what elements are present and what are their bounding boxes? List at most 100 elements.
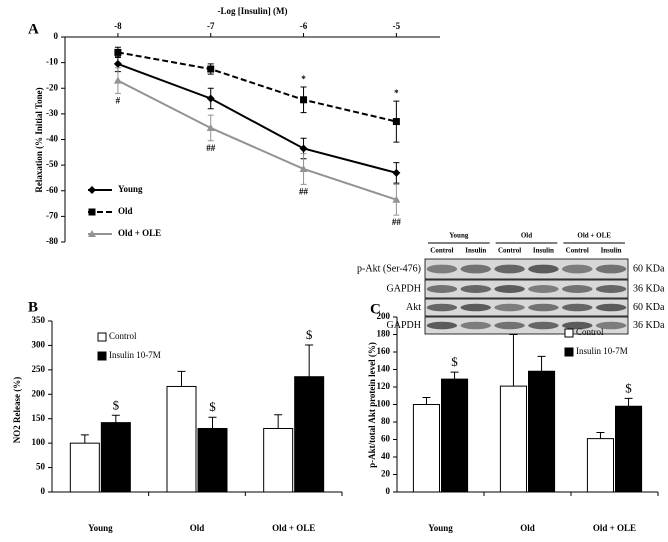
y-tick-label: -30 xyxy=(46,108,58,118)
legend-label: Control xyxy=(109,331,137,341)
row-label: Akt xyxy=(406,302,421,313)
x-tick-label: Old xyxy=(520,523,535,533)
annotation: $ xyxy=(625,380,632,395)
band xyxy=(494,303,525,312)
bar xyxy=(263,427,294,493)
legend-marker xyxy=(88,186,96,194)
panel-label: A xyxy=(28,21,39,37)
lane-label: Control xyxy=(566,247,589,255)
annotation: $ xyxy=(306,327,313,342)
x-tick-label: Old + OLE xyxy=(593,523,636,533)
x-tick-label: Old xyxy=(190,523,205,533)
y-tick-label: -10 xyxy=(46,57,58,67)
legend-marker xyxy=(88,208,96,216)
legend-label: Insulin 10-7M xyxy=(109,350,161,360)
blot-row xyxy=(424,316,629,335)
y-tick-label: -50 xyxy=(46,159,58,169)
error-bar xyxy=(80,434,89,444)
legend-swatch xyxy=(564,328,574,338)
band xyxy=(528,285,559,293)
error-bar xyxy=(624,397,633,407)
error-bar xyxy=(208,416,217,429)
group-label: Young xyxy=(449,232,469,240)
error-bar xyxy=(537,355,546,372)
lane-label: Insulin xyxy=(533,247,554,255)
bar xyxy=(615,405,643,493)
blot-row xyxy=(424,298,629,317)
marker xyxy=(299,164,308,172)
bar xyxy=(528,370,556,493)
series-line xyxy=(117,51,397,123)
blot-row xyxy=(424,279,629,299)
error-bar xyxy=(111,414,120,423)
annotation: # xyxy=(116,95,121,105)
error-bar xyxy=(305,344,314,377)
y-tick-label: 250 xyxy=(32,364,46,374)
legend-label: Old xyxy=(118,206,133,216)
band xyxy=(595,264,627,274)
marker xyxy=(392,168,401,177)
legend-label: Insulin 10-7M xyxy=(576,346,628,356)
y-axis-title: NO2 Release (%) xyxy=(12,377,22,443)
error-bar xyxy=(596,432,605,439)
group-label: Old xyxy=(521,232,532,240)
legend-swatch xyxy=(564,347,574,357)
y-tick-label: 20 xyxy=(381,469,391,479)
row-label: p-Akt (Ser-476) xyxy=(357,263,421,274)
bar xyxy=(412,404,440,493)
y-tick-label: 80 xyxy=(381,416,391,426)
band xyxy=(528,264,559,274)
band xyxy=(460,303,491,312)
y-tick-label: 40 xyxy=(381,451,391,461)
band xyxy=(460,321,491,330)
y-tick-label: 300 xyxy=(32,339,46,349)
band xyxy=(562,321,593,330)
series-line xyxy=(117,79,397,201)
y-tick-label: 200 xyxy=(377,311,391,321)
annotation: $ xyxy=(113,397,120,412)
group-label: Old + OLE xyxy=(577,232,611,240)
series-line xyxy=(117,62,397,174)
row-label: GAPDH xyxy=(387,320,421,331)
annotation: ## xyxy=(206,143,216,153)
bar xyxy=(586,438,615,493)
error-bar xyxy=(274,414,283,429)
band xyxy=(528,303,559,312)
band xyxy=(562,285,593,293)
lane-label: Control xyxy=(430,247,453,255)
y-tick-label: 0 xyxy=(386,486,391,496)
x-axis-title: -Log [Insulin] (M) xyxy=(217,6,287,16)
y-axis-title: Relaxation (% Initial Tone) xyxy=(34,87,44,192)
y-tick-label: 180 xyxy=(377,329,391,339)
bar xyxy=(441,378,469,493)
band xyxy=(528,321,559,330)
lane-label: Insulin xyxy=(465,247,486,255)
y-tick-label: 60 xyxy=(381,434,391,444)
marker xyxy=(207,65,215,73)
band xyxy=(426,285,458,293)
band xyxy=(595,303,627,312)
band xyxy=(494,285,525,293)
marker xyxy=(113,59,122,68)
marker xyxy=(206,123,215,131)
lane-label: Control xyxy=(498,247,521,255)
y-tick-label: 0 xyxy=(41,486,46,496)
y-tick-label: 200 xyxy=(32,388,46,398)
error-bar xyxy=(177,370,186,387)
marker xyxy=(392,195,401,203)
annotation: * xyxy=(394,88,399,98)
y-tick-label: 100 xyxy=(377,399,391,409)
western-blot: Young Old Old + OLE Control Insulin Control In… xyxy=(357,232,665,335)
annotation: * xyxy=(301,74,306,84)
blot-row xyxy=(424,258,629,280)
x-tick-label: Old + OLE xyxy=(272,523,315,533)
annotation: ## xyxy=(299,186,309,196)
marker xyxy=(206,94,215,103)
size-label: 36 KDa xyxy=(633,283,665,294)
y-tick-label: 140 xyxy=(377,364,391,374)
y-tick-label: -20 xyxy=(46,82,58,92)
marker xyxy=(114,48,122,56)
x-tick-label: Young xyxy=(428,523,453,533)
band xyxy=(562,264,593,274)
